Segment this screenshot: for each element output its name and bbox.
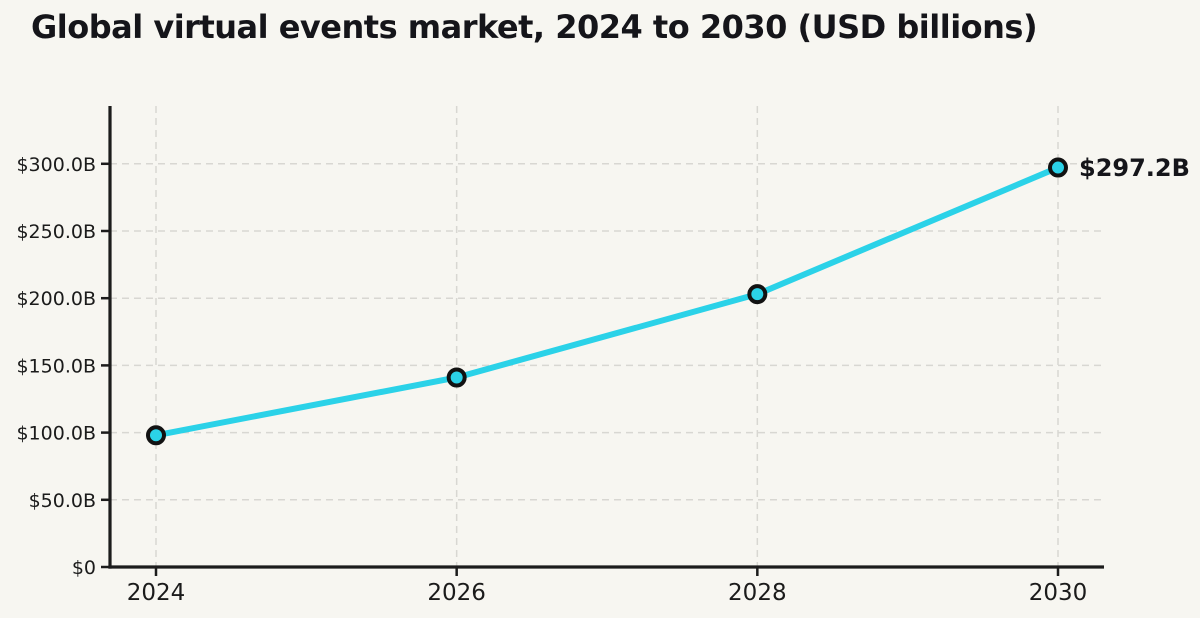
x-tick-label: 2026 [427, 580, 486, 606]
y-tick-label: $300.0B [16, 154, 96, 176]
data-point [1048, 157, 1068, 178]
x-tick-label: 2030 [1029, 580, 1088, 606]
x-tick-label: 2024 [127, 580, 186, 606]
x-tick-label: 2028 [728, 580, 787, 606]
y-tick-label: $50.0B [29, 490, 96, 512]
y-tick-label: $0 [72, 557, 96, 579]
data-point-value-label: $297.2B [1079, 154, 1190, 182]
data-point [747, 284, 768, 305]
data-point [446, 367, 467, 388]
y-tick-label: $150.0B [16, 355, 96, 377]
y-tick-label: $200.0B [16, 288, 96, 310]
data-point [146, 425, 166, 446]
chart-title: Global virtual events market, 2024 to 20… [31, 8, 1038, 46]
y-tick-label: $100.0B [16, 423, 96, 445]
data-line [153, 164, 1061, 439]
y-tick-label: $250.0B [16, 221, 96, 243]
